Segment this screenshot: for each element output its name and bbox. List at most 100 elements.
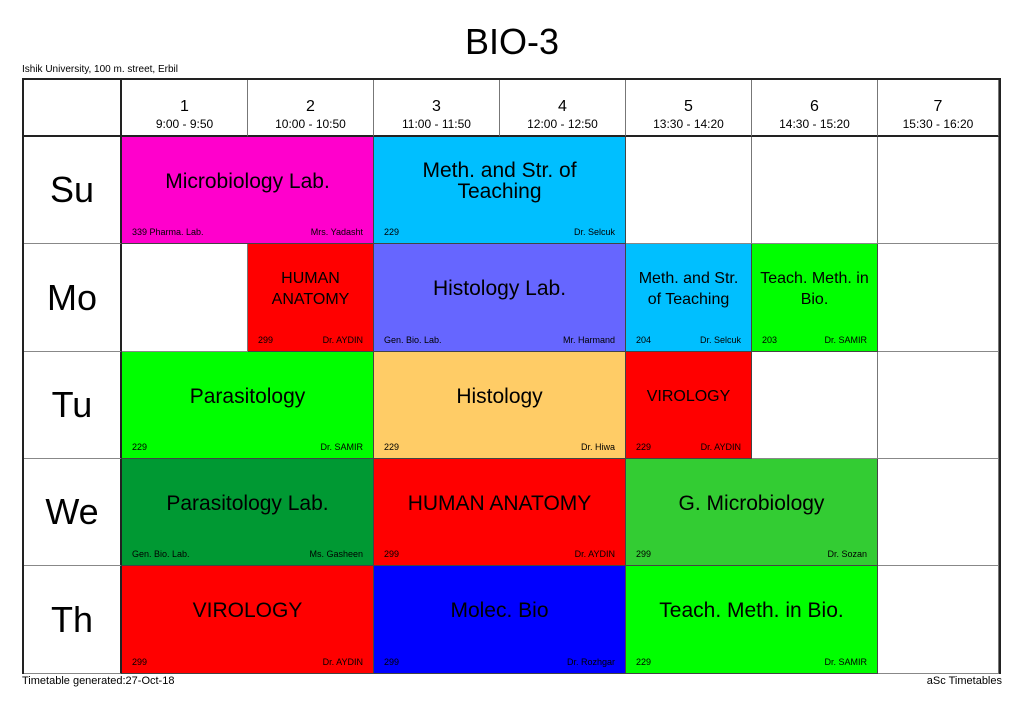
lesson-teacher: Dr. AYDIN xyxy=(700,442,741,452)
lesson-room: 339 Pharma. Lab. xyxy=(132,227,204,237)
lesson-teacher: Mrs. Yadasht xyxy=(310,227,363,237)
lesson-teacher: Dr. SAMIR xyxy=(824,335,867,345)
lesson-card[interactable]: Histology 229 Dr. Hiwa xyxy=(374,352,626,459)
empty-slot xyxy=(878,244,999,352)
lesson-teacher: Dr. Rozhgar xyxy=(566,657,615,667)
lesson-room: Gen. Bio. Lab. xyxy=(132,549,190,559)
period-number: 3 xyxy=(432,98,441,115)
lesson-teacher: Dr. Sozan xyxy=(827,549,867,559)
day-label: Mo xyxy=(24,244,122,352)
lesson-card[interactable]: G. Microbiology 299 Dr. Sozan xyxy=(626,459,878,566)
brand-label: aSc Timetables xyxy=(926,675,1002,687)
period-number: 2 xyxy=(306,98,315,115)
lesson-room: 229 xyxy=(636,657,652,667)
empty-slot xyxy=(878,352,999,459)
lesson-subject: Parasitology xyxy=(189,384,306,408)
period-header: 6 14:30 - 15:20 xyxy=(752,80,878,137)
lesson-room: 203 xyxy=(762,335,778,345)
day-label: Su xyxy=(24,137,122,244)
lesson-teacher: Dr. Selcuk xyxy=(699,335,741,345)
period-header: 1 9:00 - 9:50 xyxy=(122,80,248,137)
lesson-teacher: Dr. Hiwa xyxy=(580,442,615,452)
timetable-title: BIO-3 xyxy=(464,21,560,62)
lesson-card[interactable]: Meth. and Str. of Teaching 229 Dr. Selcuk xyxy=(374,137,626,244)
period-number: 6 xyxy=(810,98,819,115)
empty-slot xyxy=(752,137,878,244)
lesson-card[interactable]: Microbiology Lab. 339 Pharma. Lab. Mrs. Ya… xyxy=(122,137,374,244)
corner-cell xyxy=(24,80,122,137)
lesson-card[interactable]: Histology Lab. Gen. Bio. Lab. Mr. Harmand xyxy=(374,244,626,352)
empty-slot xyxy=(878,566,999,674)
lesson-room: 299 xyxy=(258,335,274,345)
empty-slot xyxy=(878,459,999,566)
lesson-subject: Parasitology Lab. xyxy=(166,491,329,515)
lesson-teacher: Dr. AYDIN xyxy=(322,657,363,667)
lesson-subject: VIROLOGY xyxy=(646,387,731,405)
lesson-card[interactable]: Teach. Meth. in Bio. 203 Dr. SAMIR xyxy=(752,244,878,352)
empty-slot xyxy=(752,352,878,459)
lesson-card[interactable]: VIROLOGY 299 Dr. AYDIN xyxy=(122,566,374,674)
day-label: Th xyxy=(24,566,122,674)
lesson-room: 299 xyxy=(132,657,148,667)
lesson-subject: VIROLOGY xyxy=(192,599,303,622)
lesson-subject: Meth. and Str. of Teaching xyxy=(638,269,739,308)
lesson-teacher: Dr. AYDIN xyxy=(574,549,615,559)
timetable-grid: 1 9:00 - 9:50 2 10:00 - 10:50 3 11:00 - 11:50… xyxy=(22,78,1001,674)
period-time: 11:00 - 11:50 xyxy=(402,117,471,131)
lesson-teacher: Dr. SAMIR xyxy=(824,657,867,667)
lesson-room: 229 xyxy=(384,442,400,452)
lesson-subject: Microbiology Lab. xyxy=(165,169,330,193)
lesson-subject: HUMAN ANATOMY xyxy=(407,491,592,515)
lesson-card[interactable]: HUMAN ANATOMY 299 Dr. AYDIN xyxy=(248,244,374,352)
period-time: 10:00 - 10:50 xyxy=(275,117,346,131)
lesson-card[interactable]: HUMAN ANATOMY 299 Dr. AYDIN xyxy=(374,459,626,566)
period-header: 3 11:00 - 11:50 xyxy=(374,80,500,137)
lesson-subject: G. Microbiology xyxy=(678,491,825,515)
lesson-card[interactable]: Teach. Meth. in Bio. 229 Dr. SAMIR xyxy=(626,566,878,674)
lesson-room: 299 xyxy=(384,657,400,667)
school-address: Ishik University, 100 m. street, Erbil xyxy=(22,64,178,75)
period-time: 13:30 - 14:20 xyxy=(653,117,724,131)
lesson-room: Gen. Bio. Lab. xyxy=(384,335,442,345)
lesson-subject: Histology xyxy=(456,384,543,408)
lesson-room: 299 xyxy=(636,549,652,559)
period-number: 1 xyxy=(180,98,189,115)
lesson-subject: HUMAN ANATOMY xyxy=(271,269,350,308)
generated-date: Timetable generated:27-Oct-18 xyxy=(22,675,175,687)
lesson-room: 229 xyxy=(384,227,400,237)
period-number: 7 xyxy=(933,98,943,115)
lesson-card[interactable]: Meth. and Str. of Teaching 204 Dr. Selcuk xyxy=(626,244,752,352)
lesson-teacher: Mr. Harmand xyxy=(562,335,615,345)
period-header: 7 15:30 - 16:20 xyxy=(878,80,999,137)
lesson-teacher: Dr. Selcuk xyxy=(573,227,615,237)
lesson-card[interactable]: Parasitology Lab. Gen. Bio. Lab. Ms. Gashe… xyxy=(122,459,374,566)
day-label: We xyxy=(24,459,122,566)
period-time: 15:30 - 16:20 xyxy=(902,117,974,131)
period-time: 14:30 - 15:20 xyxy=(779,117,850,131)
lesson-teacher: Dr. AYDIN xyxy=(322,335,363,345)
lesson-subject: Molec. Bio xyxy=(450,599,549,622)
period-header: 5 13:30 - 14:20 xyxy=(626,80,752,137)
day-label: Tu xyxy=(24,352,122,459)
period-number: 5 xyxy=(684,98,693,115)
period-time: 9:00 - 9:50 xyxy=(155,117,214,131)
lesson-subject: Meth. and Str. of Teaching xyxy=(422,159,577,203)
empty-slot xyxy=(122,244,248,352)
period-number: 4 xyxy=(558,98,567,115)
lesson-teacher: Dr. SAMIR xyxy=(320,442,363,452)
lesson-room: 299 xyxy=(384,549,400,559)
lesson-room: 229 xyxy=(636,442,652,452)
lesson-card[interactable]: Parasitology 229 Dr. SAMIR xyxy=(122,352,374,459)
period-time: 12:00 - 12:50 xyxy=(527,117,598,131)
lesson-teacher: Ms. Gasheen xyxy=(309,549,363,559)
lesson-room: 204 xyxy=(636,335,652,345)
empty-slot xyxy=(626,137,752,244)
lesson-subject: Teach. Meth. in Bio. xyxy=(659,599,844,622)
lesson-card[interactable]: Molec. Bio 299 Dr. Rozhgar xyxy=(374,566,626,674)
lesson-subject: Teach. Meth. in Bio. xyxy=(760,269,869,308)
period-header: 2 10:00 - 10:50 xyxy=(248,80,374,137)
period-header: 4 12:00 - 12:50 xyxy=(500,80,626,137)
lesson-subject: Histology Lab. xyxy=(432,277,567,300)
lesson-room: 229 xyxy=(132,442,148,452)
lesson-card[interactable]: VIROLOGY 229 Dr. AYDIN xyxy=(626,352,752,459)
